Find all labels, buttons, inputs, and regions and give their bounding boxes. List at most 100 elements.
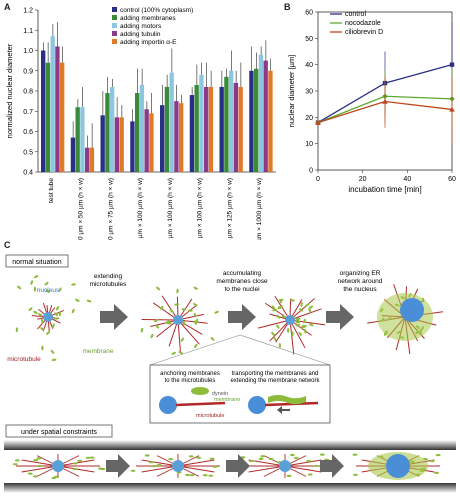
- membrane-fragment: [71, 308, 75, 314]
- bar: [60, 62, 65, 172]
- inset-microtubule-right: [264, 401, 319, 407]
- membrane-fragment: [38, 313, 43, 317]
- membrane-fragment: [276, 314, 280, 319]
- data-point: [449, 62, 455, 67]
- membrane-fragment: [165, 320, 170, 324]
- membrane-fragment: [273, 336, 277, 342]
- y-tick-label: 50: [305, 36, 313, 43]
- bar: [249, 70, 254, 172]
- step3-label-line3: the nucleus: [343, 286, 377, 293]
- x-tick-label: 20: [359, 176, 367, 183]
- bar: [263, 60, 268, 172]
- bar: [139, 84, 145, 172]
- membrane-fragment: [260, 455, 266, 458]
- membrane-fragment: [33, 459, 39, 462]
- legend-swatch: [112, 7, 117, 12]
- step2-label-line3: to the nuclei: [224, 286, 259, 293]
- membrane-fragment: [193, 286, 198, 290]
- y-tick-label: 0.5: [23, 149, 33, 156]
- x-tick-label: 40: [403, 176, 411, 183]
- bar: [119, 117, 124, 172]
- membrane-fragment: [50, 349, 55, 354]
- step3-label-line2: network around: [338, 278, 383, 285]
- y-tick-label: 0.7: [23, 109, 33, 116]
- membrane-fragment: [308, 305, 314, 309]
- y-tick-label: 20: [305, 115, 313, 122]
- membrane-fragment: [279, 298, 282, 304]
- membrane-fragment: [56, 306, 60, 311]
- membrane-fragment: [72, 467, 78, 471]
- inset-box: [149, 364, 331, 424]
- bar: [50, 36, 55, 173]
- membrane-fragment: [27, 472, 33, 475]
- microtubule-line: [248, 465, 286, 473]
- membrane-fragment: [278, 343, 282, 348]
- membrane-fragment: [155, 324, 160, 329]
- step2-label-line2: membranes close: [216, 278, 268, 285]
- microtubule-line: [248, 459, 286, 467]
- x-axis-title: incubation time [min]: [348, 185, 421, 194]
- inset-nucleus-right-icon: [248, 396, 266, 414]
- inset-membrane-label: membrane: [214, 397, 240, 403]
- membrane-fragment: [171, 351, 176, 355]
- membrane-fragment: [298, 331, 302, 336]
- y-axis-title: nuclear diameter [µm]: [287, 55, 296, 128]
- cell-stage-3: [258, 296, 326, 355]
- bar: [254, 68, 259, 172]
- bar: [41, 50, 46, 172]
- inset-right-label-line1: transporting the membranes and: [232, 371, 319, 377]
- membrane-fragment: [28, 307, 33, 311]
- membrane-fragment: [176, 288, 179, 294]
- membrane-fragment: [271, 331, 275, 336]
- arrow-right-icon: [228, 304, 256, 330]
- y-tick-label: 10: [305, 141, 313, 148]
- legend-swatch: [112, 15, 117, 20]
- membrane-fragment: [304, 328, 307, 334]
- membrane-fragment: [429, 459, 435, 463]
- nucleus-icon: [400, 298, 424, 322]
- channel-wall-bottom: [4, 483, 456, 493]
- microtubule-line: [21, 465, 59, 473]
- bar: [233, 82, 239, 172]
- panel-c-letter: C: [4, 240, 11, 250]
- membrane-fragment: [308, 308, 312, 313]
- membrane-fragment: [279, 304, 283, 310]
- microtubule-line: [141, 318, 179, 321]
- legend-label: adding motors: [120, 23, 162, 30]
- step1-label-line2: microtubules: [90, 281, 128, 288]
- membrane-fragment: [305, 303, 310, 307]
- membrane-fragment: [309, 323, 314, 327]
- membrane-fragment: [189, 474, 195, 477]
- bar: [179, 103, 184, 172]
- membrane-fragment: [30, 280, 33, 285]
- microtubule-line: [284, 465, 322, 473]
- membrane-fragment: [71, 283, 76, 286]
- legend-label: nocodazole: [345, 20, 381, 27]
- data-point: [382, 98, 388, 104]
- membrane-fragment: [156, 286, 161, 291]
- x-tick-label: test tube: [48, 178, 55, 203]
- bar: [199, 74, 204, 172]
- legend-label: control (100% cytoplasm): [120, 7, 193, 14]
- membrane-fragment: [17, 285, 22, 290]
- membrane-fragment: [178, 351, 183, 355]
- bar: [258, 54, 264, 172]
- legend-label: control: [345, 11, 366, 18]
- y-tick-label: 0.8: [23, 89, 33, 96]
- membrane-fragment: [58, 287, 62, 292]
- microtubule-line: [289, 308, 322, 321]
- membrane-fragment: [89, 456, 95, 459]
- nucleus-icon: [386, 454, 410, 478]
- membrane-fragment: [295, 323, 301, 327]
- arrow-right-icon: [100, 304, 128, 330]
- panel-b-letter: B: [284, 2, 291, 12]
- inset-membrane-network: [268, 395, 306, 405]
- microtubule-label: microtubule: [7, 356, 41, 363]
- membrane-fragment: [293, 456, 299, 460]
- y-tick-label: 0.6: [23, 129, 33, 136]
- legend-swatch: [112, 23, 117, 28]
- x-tick-label: 75 µm × 100 µm (h × w): [167, 178, 174, 240]
- microtubule-line: [289, 319, 295, 355]
- x-tick-label: 0: [316, 176, 320, 183]
- x-tick-label: 100 µm × 125 µm (h × w): [226, 178, 233, 240]
